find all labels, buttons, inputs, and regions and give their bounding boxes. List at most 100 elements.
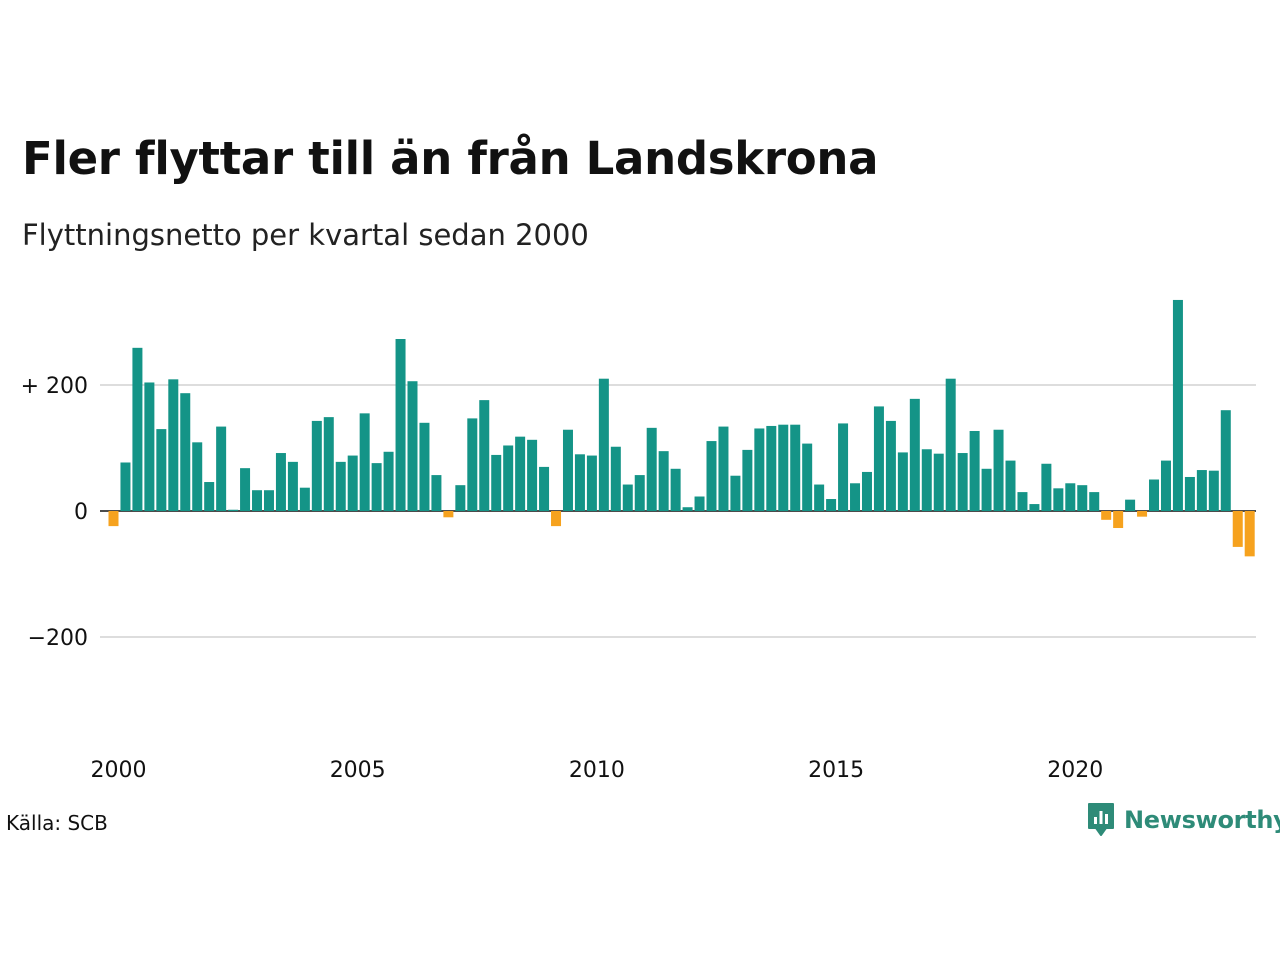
bar	[622, 484, 633, 511]
bar	[252, 490, 263, 511]
bar	[670, 468, 681, 511]
bar	[287, 461, 298, 511]
bar	[718, 426, 729, 511]
bar	[216, 426, 227, 511]
bar	[658, 451, 669, 511]
bar	[562, 429, 573, 511]
bar	[1149, 479, 1160, 511]
bar	[323, 417, 334, 511]
bar	[1244, 511, 1255, 557]
bar	[1029, 504, 1040, 511]
bar	[371, 463, 382, 511]
bar	[1065, 483, 1076, 511]
bar	[646, 427, 657, 511]
brand-logo[interactable]: Newsworthy	[1086, 801, 1280, 839]
bar	[407, 381, 418, 511]
x-tick-label: 2000	[91, 758, 147, 783]
bar	[1125, 499, 1136, 511]
bar	[455, 485, 466, 511]
bar	[861, 471, 872, 511]
bar	[551, 511, 562, 527]
x-tick-label: 2020	[1047, 758, 1103, 783]
bar	[192, 442, 203, 511]
bar	[778, 424, 789, 511]
bar	[634, 475, 645, 511]
bar	[1053, 488, 1064, 511]
bar	[945, 378, 956, 511]
bar	[586, 455, 597, 511]
bar	[610, 446, 621, 511]
bar	[790, 424, 801, 511]
bar	[1077, 485, 1088, 511]
bar	[144, 382, 155, 511]
bar	[574, 454, 585, 511]
bar	[730, 475, 741, 511]
bar	[598, 378, 609, 511]
y-tick-label: 0	[74, 500, 88, 525]
bar	[240, 468, 251, 511]
x-tick-label: 2010	[569, 758, 625, 783]
bar	[275, 453, 286, 511]
bar	[1089, 492, 1100, 511]
x-axis-ticks: 2000 2005 2010 2015 2020	[91, 758, 1104, 783]
bar	[1137, 511, 1148, 517]
bar	[1196, 470, 1207, 511]
bar	[467, 418, 478, 511]
chart-title: Fler flyttar till än från Landskrona	[22, 132, 879, 185]
bar	[204, 482, 215, 511]
bar	[981, 468, 992, 511]
bar	[1220, 410, 1231, 511]
bar	[539, 466, 550, 511]
bar	[395, 339, 406, 511]
bar	[1041, 463, 1052, 511]
bar	[299, 487, 310, 511]
bar	[263, 490, 274, 511]
brand-name: Newsworthy	[1124, 806, 1280, 834]
bar	[742, 449, 753, 511]
bar	[108, 511, 119, 527]
bar	[682, 507, 693, 511]
bar	[909, 398, 920, 511]
bar	[1113, 511, 1124, 529]
bar	[132, 347, 143, 511]
x-tick-label: 2015	[808, 758, 864, 783]
bar	[1208, 470, 1219, 511]
bar	[491, 454, 502, 511]
bar	[503, 445, 514, 511]
y-tick-label: −200	[28, 626, 88, 651]
bar	[885, 420, 896, 511]
bar	[443, 511, 454, 518]
bar	[180, 393, 191, 511]
bar	[850, 483, 861, 511]
bar	[479, 400, 490, 511]
bar	[754, 428, 765, 511]
bar	[1005, 460, 1016, 511]
bar	[120, 462, 131, 511]
bar	[1172, 299, 1183, 511]
bar	[933, 453, 944, 511]
bar	[1232, 511, 1243, 547]
bar	[921, 449, 932, 511]
bar	[347, 455, 358, 511]
bar	[766, 425, 777, 511]
bar	[515, 436, 526, 511]
bar	[802, 443, 813, 511]
y-axis-ticks: + 200 0 −200	[21, 374, 88, 651]
bar	[168, 379, 179, 511]
chart-subtitle: Flyttningsnetto per kvartal sedan 2000	[22, 218, 589, 252]
y-tick-label: + 200	[21, 374, 88, 399]
bar	[897, 452, 908, 511]
bar	[419, 422, 430, 511]
bar	[873, 406, 884, 511]
bar	[993, 429, 1004, 511]
bar	[335, 461, 346, 511]
bar	[814, 484, 825, 511]
x-tick-label: 2005	[330, 758, 386, 783]
bar	[1160, 460, 1171, 511]
bar	[1101, 511, 1112, 520]
bar	[706, 441, 717, 511]
bar	[969, 430, 980, 511]
bar	[838, 423, 849, 511]
bar	[1017, 492, 1028, 511]
bar	[527, 439, 538, 511]
